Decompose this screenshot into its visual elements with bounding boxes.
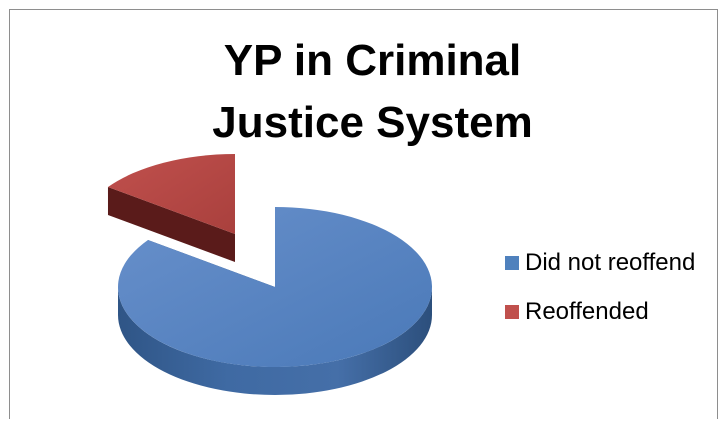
legend-item-did-not-reoffend: Did not reoffend (505, 249, 696, 276)
legend-swatch-reoffended (505, 305, 519, 319)
pie-side-did-not-reoffend (118, 287, 432, 395)
chart-title-line-1: YP in Criminal (223, 36, 522, 85)
legend: Did not reoffend Reoffended (505, 249, 696, 348)
chart-title: YP in Criminal Justice System (0, 30, 723, 154)
pie-slice-reoffended (107, 154, 235, 234)
chart-title-line-2: Justice System (212, 98, 533, 147)
legend-swatch-did-not-reoffend (505, 256, 519, 270)
legend-label-reoffended: Reoffended (525, 298, 649, 325)
pie-wall-reoffended-0 (107, 186, 235, 262)
pie-slice-did-not-reoffend (117, 207, 432, 368)
legend-label-did-not-reoffend: Did not reoffend (525, 249, 696, 276)
legend-item-reoffended: Reoffended (505, 298, 695, 325)
